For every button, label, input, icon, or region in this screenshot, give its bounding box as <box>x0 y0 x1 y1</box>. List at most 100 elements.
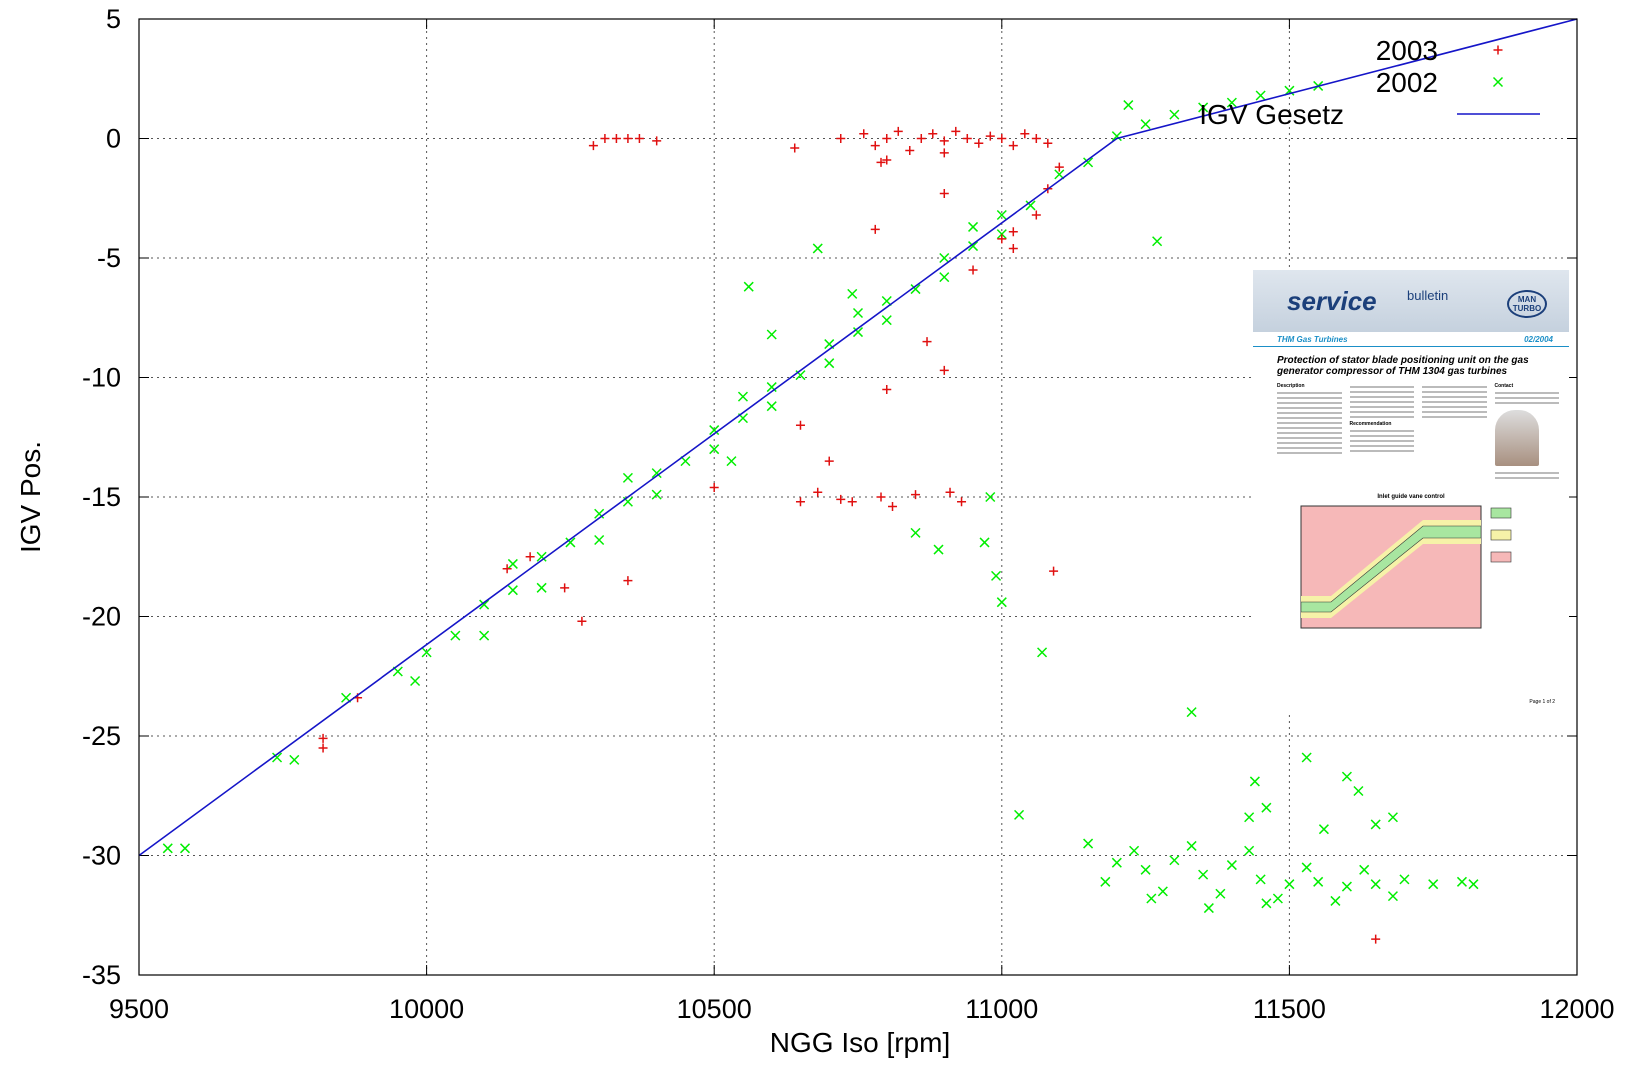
point <box>1399 874 1410 885</box>
point <box>1370 819 1381 830</box>
point <box>594 534 605 546</box>
point <box>1031 134 1041 143</box>
point <box>813 487 823 497</box>
point <box>1186 707 1197 718</box>
point <box>870 224 880 234</box>
point <box>1025 200 1036 211</box>
point <box>836 134 846 143</box>
point <box>600 134 610 143</box>
point <box>1111 131 1122 142</box>
point <box>179 843 191 854</box>
point <box>1014 809 1025 820</box>
inset-column: Contact <box>1494 383 1559 482</box>
inset-heading: Description <box>1277 383 1305 389</box>
inset-diagram-title: Inlet guide vane control <box>1377 494 1445 500</box>
point <box>1244 812 1255 823</box>
point <box>1043 138 1053 148</box>
point <box>1255 874 1266 885</box>
x-tick-label: 10500 <box>677 994 752 1024</box>
point <box>709 425 720 436</box>
point <box>1255 90 1266 101</box>
point <box>162 843 173 854</box>
legend-label: 2002 <box>1376 67 1438 98</box>
point <box>962 134 972 143</box>
point <box>1301 862 1312 873</box>
point <box>1008 141 1018 151</box>
inset-heading: Contact <box>1494 383 1514 389</box>
y-tick-label: -15 <box>82 482 121 512</box>
point <box>726 456 737 467</box>
point <box>651 489 662 500</box>
point <box>1037 647 1048 658</box>
x-tick-label: 11500 <box>1253 994 1326 1024</box>
point <box>479 630 490 641</box>
point <box>680 456 691 467</box>
legend-swatch <box>1492 76 1504 88</box>
point <box>536 551 547 562</box>
inset-header: service bulletin MAN TURBO <box>1253 270 1569 332</box>
point <box>634 134 644 143</box>
point <box>577 616 587 626</box>
point <box>1341 771 1352 782</box>
point <box>1341 881 1352 892</box>
point <box>997 234 1007 244</box>
point <box>1301 752 1312 763</box>
point <box>957 497 967 507</box>
y-tick-label: -25 <box>82 721 121 751</box>
point <box>507 585 518 596</box>
y-axis-label: IGV Pos. <box>15 441 46 553</box>
point <box>1456 876 1467 887</box>
point <box>968 265 978 275</box>
point <box>1157 886 1168 897</box>
point <box>985 491 996 503</box>
point <box>911 490 921 500</box>
point <box>1359 864 1370 875</box>
point <box>939 272 950 283</box>
point <box>893 126 903 136</box>
legend-label: IGV Gesetz <box>1199 99 1344 130</box>
point <box>968 241 979 252</box>
point <box>1198 102 1209 113</box>
point <box>1226 860 1237 871</box>
point <box>1054 162 1064 172</box>
point <box>622 472 633 483</box>
point <box>905 145 915 155</box>
point <box>945 487 955 497</box>
plot-data <box>138 18 1578 944</box>
point <box>1083 838 1094 849</box>
point <box>1186 840 1197 851</box>
inset-page: Page 1 of 2 <box>1529 699 1555 705</box>
point <box>1468 879 1479 890</box>
x-tick-label: 10000 <box>389 994 464 1024</box>
point <box>651 468 662 479</box>
legend-label: 2003 <box>1376 35 1438 66</box>
point <box>450 630 461 641</box>
point <box>502 564 512 574</box>
inset-column: Recommendation <box>1349 383 1414 482</box>
inset-headline: Protection of stator blade positioning u… <box>1277 355 1529 377</box>
plot-frame <box>138 18 1578 976</box>
point <box>997 134 1007 143</box>
law-line <box>138 18 1578 857</box>
y-tick-label: -35 <box>82 960 121 990</box>
point <box>318 743 328 753</box>
point <box>766 401 777 412</box>
point <box>410 675 421 687</box>
point <box>870 141 880 151</box>
point <box>507 558 518 569</box>
point <box>1261 898 1272 909</box>
point <box>479 599 490 610</box>
point <box>1203 903 1214 914</box>
y-tick-label: 5 <box>106 4 121 34</box>
point <box>882 134 892 143</box>
x-axis-label: NGG Iso [rpm] <box>770 1027 950 1058</box>
point <box>985 131 995 141</box>
point <box>795 420 805 430</box>
x-tick-label: 9500 <box>109 994 169 1024</box>
point <box>588 141 598 151</box>
point <box>1261 802 1272 813</box>
point <box>916 134 926 143</box>
y-tick-label: 0 <box>106 124 121 154</box>
point <box>974 138 984 148</box>
point <box>1140 119 1151 130</box>
